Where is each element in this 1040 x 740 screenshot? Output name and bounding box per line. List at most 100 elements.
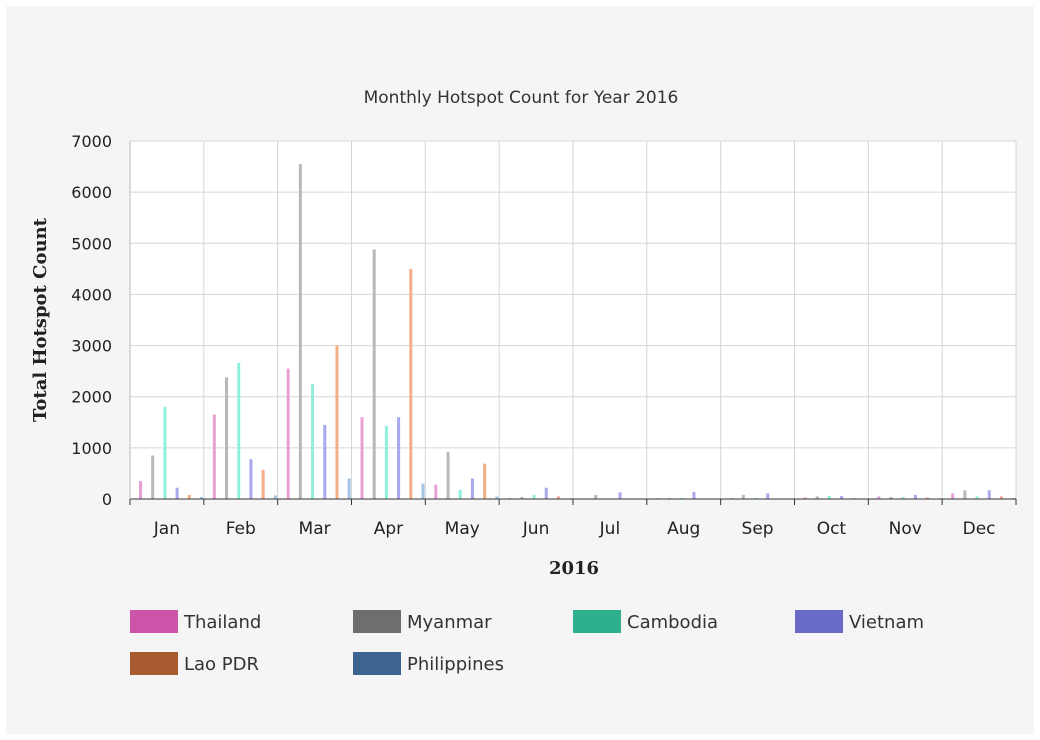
x-axis-ticks: Jan Feb Mar Apr May Jun Jul Aug Sep Oct Nov Dec: [153, 519, 996, 539]
legend-swatch: [130, 652, 178, 675]
bar: [729, 497, 733, 499]
bar: [286, 368, 290, 499]
bar: [298, 164, 302, 499]
bar: [508, 497, 512, 499]
legend-swatch: [130, 610, 178, 633]
legend-label: Vietnam: [849, 612, 924, 633]
bar: [556, 496, 560, 499]
x-tick-label: May: [445, 519, 480, 539]
bar: [594, 494, 598, 499]
legend-label: Thailand: [183, 612, 261, 633]
x-tick-label: Sep: [742, 519, 774, 539]
bar: [434, 484, 438, 499]
bar: [446, 451, 450, 499]
bar: [532, 494, 536, 499]
x-tick-label: Jan: [153, 519, 180, 539]
bar: [335, 345, 339, 499]
bar: [421, 483, 425, 499]
legend: Thailand Myanmar Cambodia Vietnam Lao PDR Phi…: [130, 610, 924, 675]
bar: [187, 494, 191, 499]
y-tick-label: 0: [102, 490, 112, 509]
legend-swatch: [353, 610, 401, 633]
bar: [987, 490, 991, 499]
bar: [347, 478, 351, 499]
legend-item: Cambodia: [573, 610, 718, 633]
bar: [803, 497, 807, 499]
bar: [827, 495, 831, 499]
bar: [323, 424, 327, 499]
bar: [889, 496, 893, 499]
legend-item: Thailand: [130, 610, 261, 633]
x-tick-label: Feb: [226, 519, 256, 539]
x-tick-label: Nov: [889, 519, 922, 539]
bar: [975, 496, 979, 499]
bar: [692, 491, 696, 499]
bar: [409, 268, 413, 499]
legend-item: Myanmar: [353, 610, 492, 633]
bar: [754, 497, 758, 499]
bar: [151, 455, 155, 499]
x-tick-label: Jun: [522, 519, 550, 539]
y-axis-label: Total Hotspot Count: [30, 217, 51, 422]
grid: [129, 140, 1017, 500]
x-axis-label: 2016: [549, 558, 599, 579]
y-tick-label: 4000: [71, 285, 112, 304]
bar: [163, 406, 167, 499]
x-tick-label: Dec: [963, 519, 996, 539]
legend-label: Myanmar: [407, 612, 492, 633]
x-tick-label: Aug: [667, 519, 700, 539]
bar: [261, 469, 265, 499]
y-tick-label: 1000: [71, 439, 112, 458]
bar: [200, 496, 203, 499]
bar: [249, 459, 253, 499]
x-tick-label: Apr: [374, 519, 403, 539]
bar: [311, 383, 315, 499]
bar: [766, 493, 770, 499]
bar: [360, 417, 364, 499]
bar: [520, 496, 524, 499]
bar: [877, 496, 881, 499]
bar: [483, 463, 487, 499]
y-tick-label: 5000: [71, 234, 112, 253]
bar: [926, 497, 930, 499]
y-tick-label: 6000: [71, 183, 112, 202]
bar: [852, 497, 856, 499]
bar: [680, 497, 684, 499]
legend-label: Philippines: [407, 654, 504, 675]
bar: [470, 478, 474, 499]
bar: [212, 414, 216, 499]
chart-title: Monthly Hotspot Count for Year 2016: [364, 88, 679, 108]
bar: [139, 481, 142, 499]
bar: [951, 493, 955, 499]
legend-label: Cambodia: [627, 612, 718, 633]
bar: [741, 494, 745, 499]
bar: [963, 490, 967, 499]
bar: [384, 425, 388, 499]
bar: [1012, 497, 1016, 499]
bar: [495, 496, 499, 499]
bar: [544, 487, 548, 499]
bar: [237, 362, 241, 499]
bar: [901, 496, 905, 499]
axes: [129, 141, 1017, 505]
bar: [175, 487, 179, 499]
y-tick-label: 7000: [71, 132, 112, 151]
bars: [139, 164, 1016, 499]
bar: [273, 495, 277, 499]
bar: [458, 489, 462, 499]
x-tick-label: Mar: [299, 519, 331, 539]
y-axis-ticks: 0 1000 2000 3000 4000 5000 6000 7000: [71, 132, 112, 509]
legend-label: Lao PDR: [184, 654, 259, 675]
y-tick-label: 3000: [71, 337, 112, 356]
bar: [397, 417, 401, 499]
bar: [618, 492, 622, 499]
legend-swatch: [795, 610, 843, 633]
bar: [372, 249, 376, 499]
legend-item: Lao PDR: [130, 652, 259, 675]
legend-item: Philippines: [353, 652, 504, 675]
legend-item: Vietnam: [795, 610, 924, 633]
bar: [668, 497, 672, 499]
y-tick-label: 2000: [71, 388, 112, 407]
bar: [815, 496, 819, 499]
x-tick-label: Oct: [817, 519, 847, 539]
